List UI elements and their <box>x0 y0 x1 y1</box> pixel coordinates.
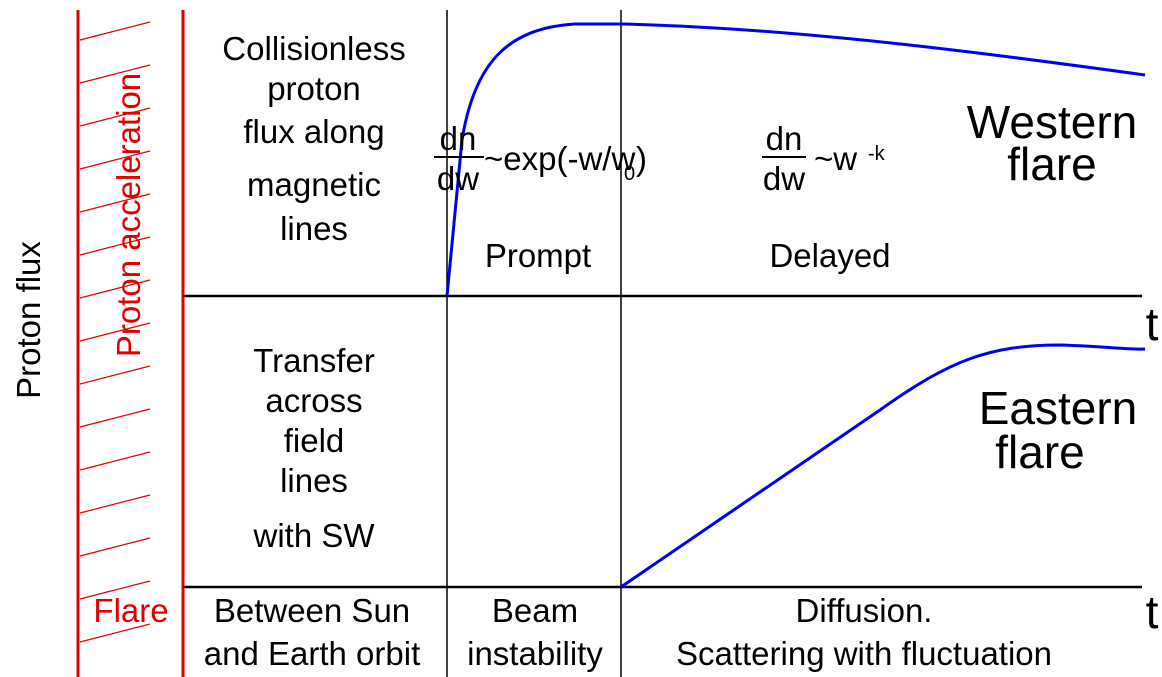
curve-label: Western <box>967 96 1137 148</box>
curve-label: flare <box>1007 138 1096 190</box>
mechanism-text: Transfer <box>253 342 375 379</box>
beam-instability: instability <box>467 635 603 672</box>
phase-label: Delayed <box>769 237 890 274</box>
axis-label: Proton flux <box>10 241 47 399</box>
mechanism-text: with SW <box>252 517 375 554</box>
hatch-line <box>79 365 151 385</box>
acceleration-label: Proton acceleration <box>110 73 147 357</box>
formula: dw <box>437 160 479 197</box>
mechanism-text: flux along <box>243 113 384 150</box>
hatch-line <box>79 193 151 213</box>
curve-label: flare <box>995 426 1084 478</box>
formula: ) <box>636 140 647 177</box>
hatch-line <box>79 537 151 557</box>
eastern-curve <box>620 343 1146 589</box>
diffusion: Diffusion. <box>796 592 933 629</box>
mechanism-text: lines <box>280 462 348 499</box>
hatch-line <box>79 21 151 41</box>
hatch-line <box>79 451 151 471</box>
between-sun-earth: Between Sun <box>214 592 410 629</box>
between-sun-earth: and Earth orbit <box>204 635 420 672</box>
formula: -k <box>868 143 886 165</box>
diffusion: Scattering with fluctuation <box>676 635 1052 672</box>
mechanism-text: field <box>284 422 345 459</box>
formula: dn <box>766 120 803 157</box>
hatch-line <box>79 408 151 428</box>
hatch-line <box>79 64 151 84</box>
hatch-line <box>79 494 151 514</box>
flare-label: Flare <box>93 592 168 629</box>
formula: 0 <box>624 163 635 185</box>
hatch-line <box>79 322 151 342</box>
formula: ~w <box>814 140 857 177</box>
phase-label: Prompt <box>485 237 591 274</box>
formula: dw <box>763 160 805 197</box>
time-label: t <box>1146 586 1159 638</box>
hatch-line <box>79 623 151 643</box>
hatch-line <box>79 150 151 170</box>
mechanism-text: Collisionless <box>222 30 405 67</box>
mechanism-text: proton <box>267 70 361 107</box>
hatch-line <box>79 236 151 256</box>
mechanism-text: lines <box>280 210 348 247</box>
hatch-line <box>79 107 151 127</box>
mechanism-text: across <box>265 382 362 419</box>
hatch-line <box>79 279 151 299</box>
time-label: t <box>1146 298 1159 350</box>
formula: dn <box>440 120 477 157</box>
mechanism-text: magnetic <box>247 166 381 203</box>
western-curve <box>445 22 1146 297</box>
hatching <box>79 21 151 643</box>
curve-label: Eastern <box>979 382 1138 434</box>
hatch-line <box>79 580 151 600</box>
beam-instability: Beam <box>492 592 578 629</box>
formula: ~exp(-w/w <box>484 140 635 177</box>
